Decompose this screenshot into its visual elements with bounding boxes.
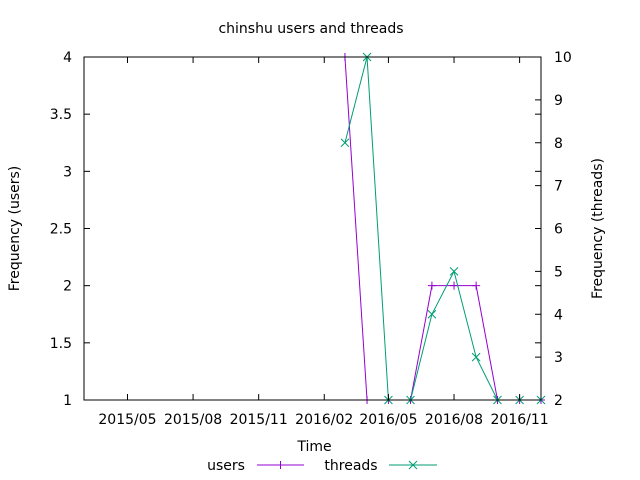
y-tick-label: 4 [63, 50, 72, 66]
legend-marker-users [276, 461, 285, 469]
y-tick-label: 2.5 [50, 222, 72, 238]
y-tick-label: 1 [63, 393, 72, 409]
data-point-users [427, 281, 436, 290]
y2-tick-label: 2 [554, 393, 563, 409]
data-point-threads [471, 352, 481, 362]
y-tick-label: 3 [63, 164, 72, 180]
y2-tick-label: 9 [554, 93, 563, 109]
data-point-users [450, 281, 459, 290]
y2-tick-label: 3 [554, 350, 563, 366]
plot-frame [83, 56, 542, 401]
x-tick-label: 2015/08 [164, 412, 222, 428]
y2-tick-label: 8 [554, 136, 563, 152]
series-threads [340, 52, 546, 405]
data-point-threads [449, 267, 459, 276]
series-users [340, 53, 545, 404]
legend-marker-threads [408, 460, 418, 470]
legend-label-threads: threads [324, 458, 377, 474]
chart-title: chinshu users and threads [218, 21, 403, 37]
y-tick-label: 1.5 [50, 336, 72, 352]
data-point-threads [340, 138, 350, 148]
series-line-users [344, 56, 541, 401]
x-tick-label: 2016/08 [425, 412, 483, 428]
y2-tick-label: 6 [554, 222, 563, 238]
y2-tick-label: 4 [554, 307, 563, 323]
legend: users threads [207, 458, 437, 474]
x-tick-label: 2015/05 [98, 412, 156, 428]
x-tick-label: 2016/11 [491, 412, 549, 428]
x-tick-label: 2016/05 [359, 412, 417, 428]
series-line-threads [344, 56, 541, 401]
y-tick-label: 2 [63, 279, 72, 295]
y-tick-label: 3.5 [50, 107, 72, 123]
x-axis-label: Time [296, 439, 331, 455]
y-axis-label: Frequency (users) [7, 166, 23, 292]
y2-tick-label: 5 [554, 264, 563, 280]
y2-tick-label: 7 [554, 179, 563, 195]
y2-axis-label: Frequency (threads) [590, 158, 606, 299]
x-tick-label: 2016/02 [295, 412, 353, 428]
data-point-threads [427, 309, 437, 319]
y2-tick-label: 10 [554, 50, 572, 66]
legend-label-users: users [207, 458, 245, 474]
x-tick-label: 2015/11 [230, 412, 288, 428]
data-point-users [472, 281, 481, 290]
